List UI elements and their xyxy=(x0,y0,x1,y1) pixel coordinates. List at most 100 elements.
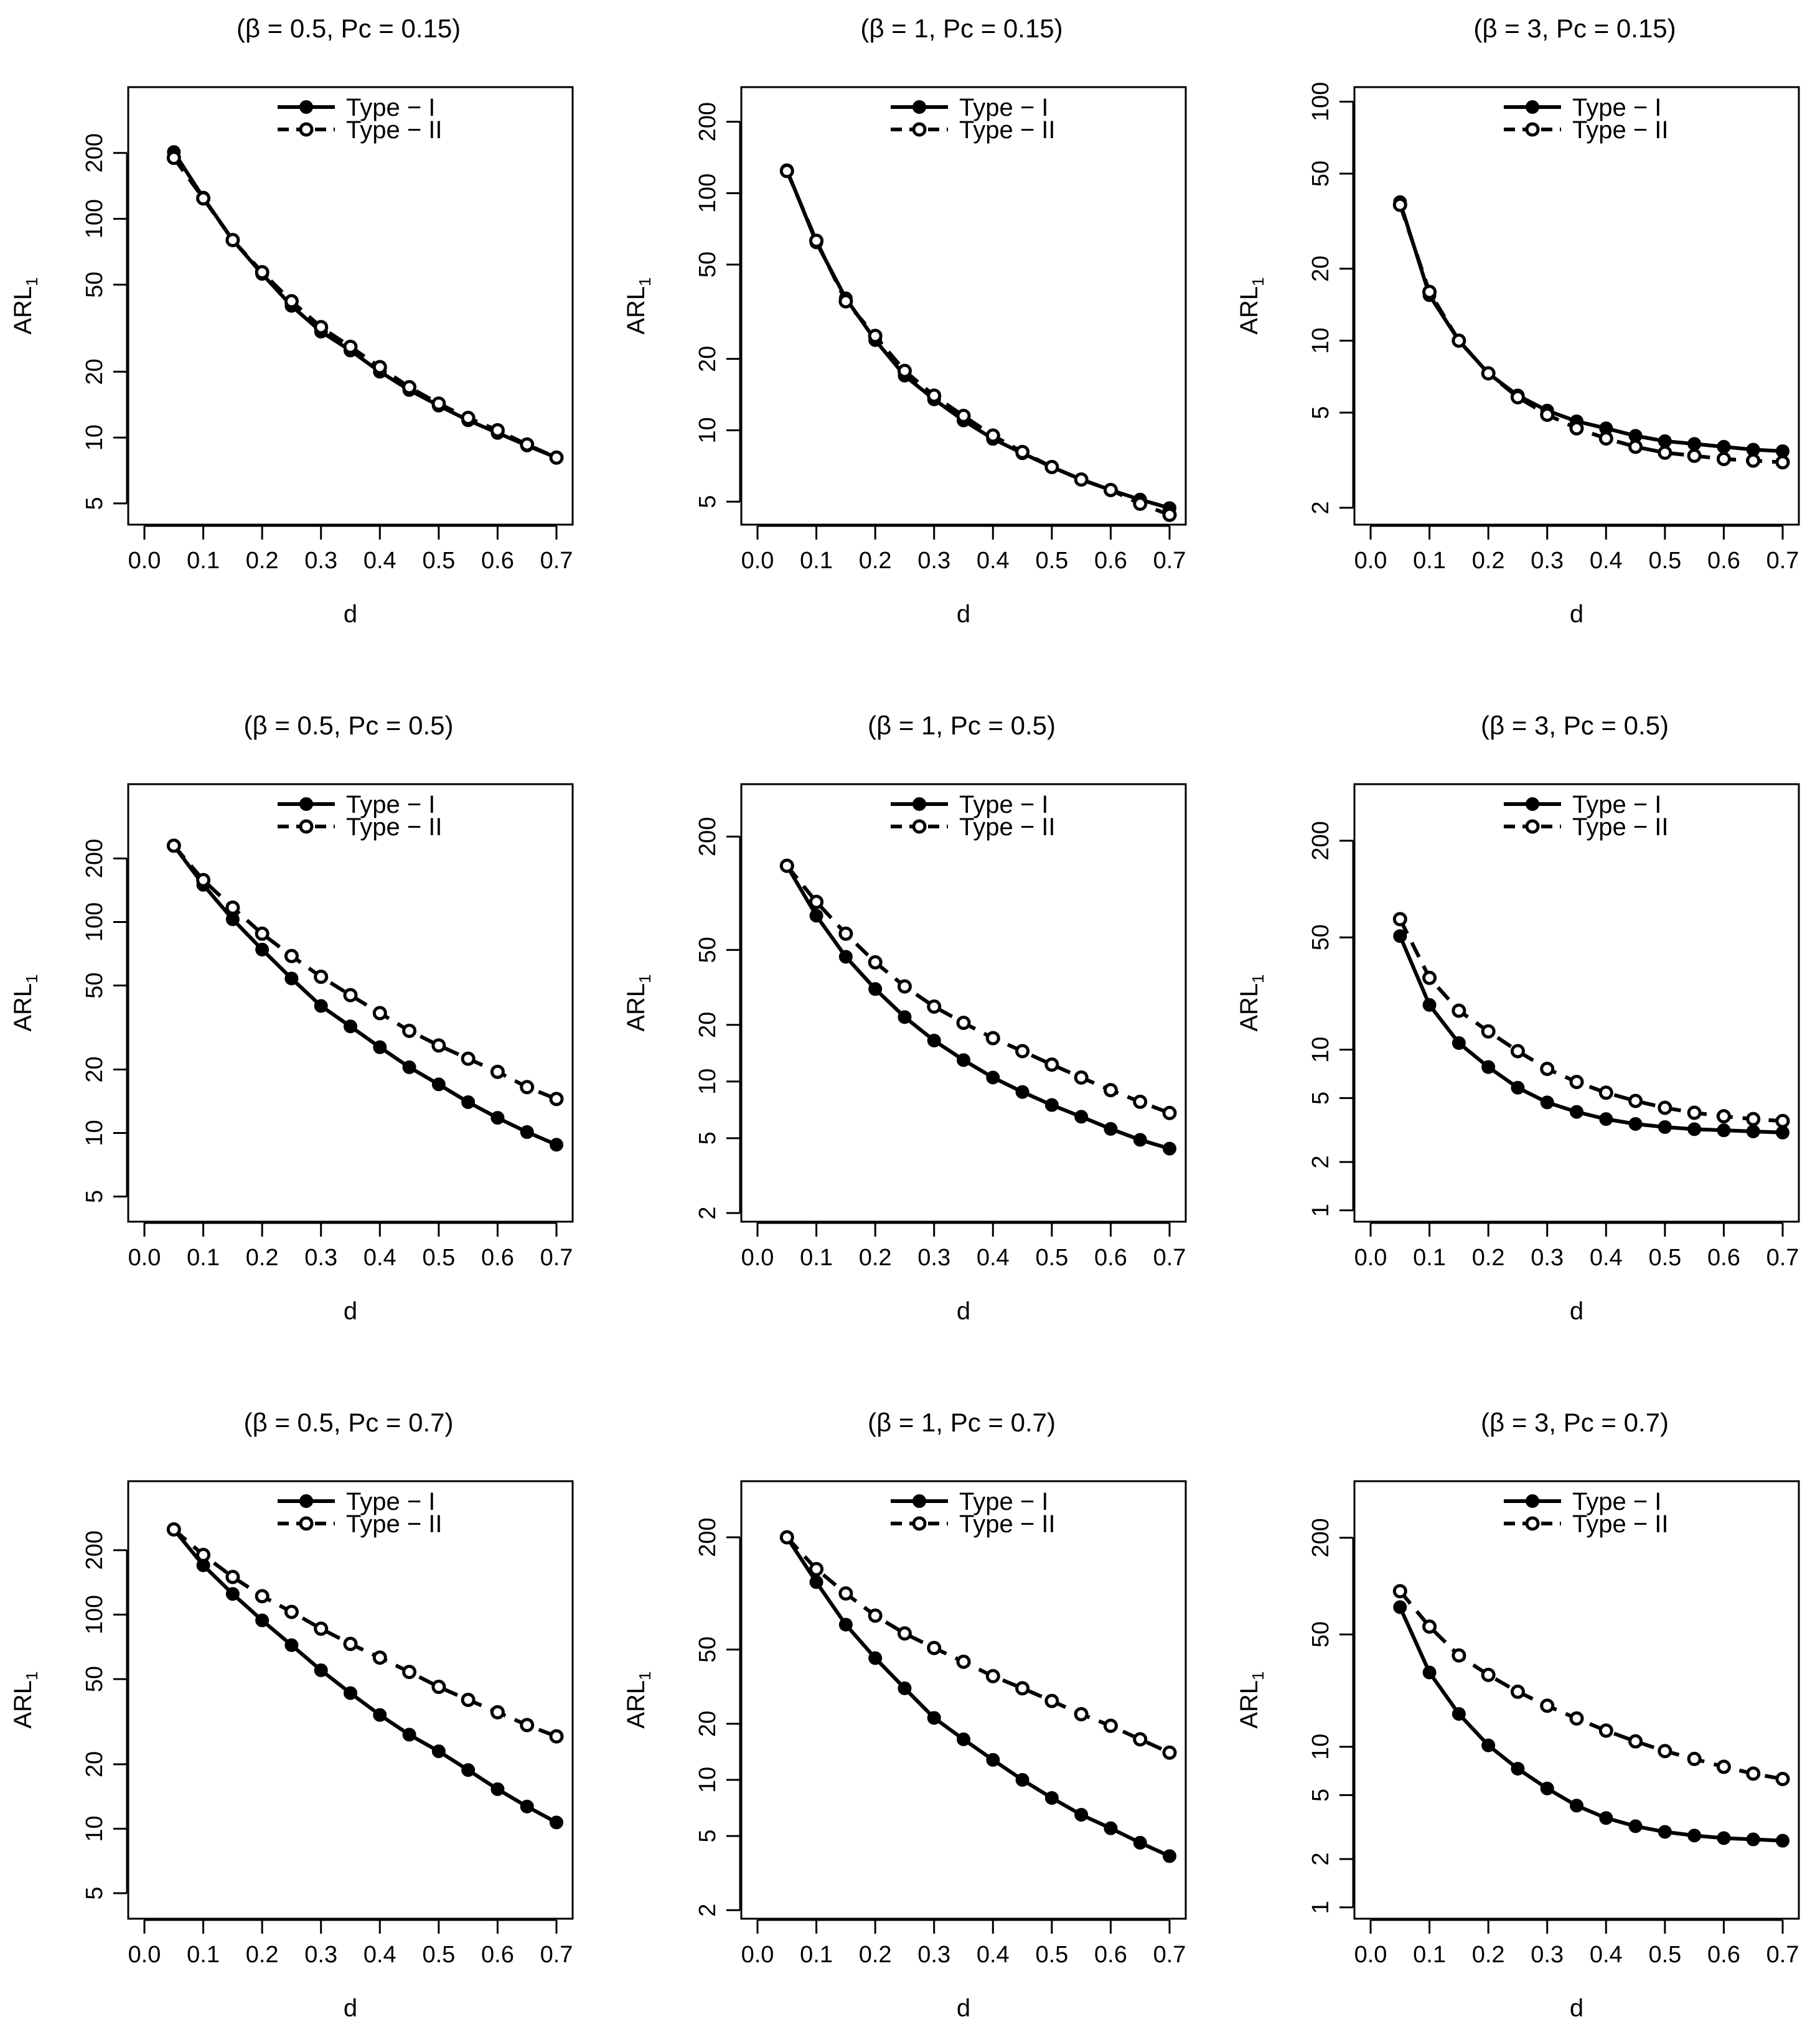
data-point xyxy=(1074,1110,1089,1124)
data-point xyxy=(1746,1124,1760,1138)
data-point xyxy=(1162,1745,1177,1760)
x-tick-label: 0.0 xyxy=(1354,1245,1387,1271)
legend-label: Type − I xyxy=(1572,94,1661,121)
data-point xyxy=(1569,1711,1584,1726)
data-point xyxy=(1510,1684,1525,1699)
series-line-type-i xyxy=(1398,935,1783,1135)
legend-label: Type − II xyxy=(1572,813,1669,841)
data-point xyxy=(373,1040,387,1054)
chart-title: (β = 3, Pc = 0.15) xyxy=(1473,14,1676,43)
data-point xyxy=(1716,451,1731,466)
data-point xyxy=(1133,496,1148,511)
y-tick-label: 50 xyxy=(695,251,721,278)
data-point xyxy=(461,1692,476,1707)
data-point xyxy=(809,894,824,909)
legend-label: Type − II xyxy=(1572,1510,1669,1538)
data-point xyxy=(314,999,328,1013)
x-axis-label: d xyxy=(957,1995,970,2022)
series-line-type-i xyxy=(785,169,1170,510)
data-point xyxy=(372,1650,387,1665)
y-axis-label-subscript: 1 xyxy=(636,974,654,983)
y-tick-label: 5 xyxy=(82,1886,108,1899)
x-tick-label: 0.3 xyxy=(304,1942,337,1968)
data-point xyxy=(1393,1600,1407,1614)
x-tick-label: 0.7 xyxy=(540,1245,573,1271)
y-tick-label: 200 xyxy=(82,1530,108,1570)
data-point xyxy=(1104,1821,1118,1835)
data-point xyxy=(255,942,270,957)
data-point xyxy=(779,1530,794,1545)
plot-frame xyxy=(740,1480,1187,1920)
data-point xyxy=(1044,1057,1059,1072)
data-point xyxy=(868,955,883,970)
data-point xyxy=(1074,1706,1089,1721)
x-tick-label: 0.3 xyxy=(304,1245,337,1271)
x-tick-label: 0.6 xyxy=(1707,1942,1740,1968)
legend-label: Type − II xyxy=(959,813,1056,841)
data-point xyxy=(986,1070,1000,1085)
legend-label: Type − I xyxy=(346,94,435,121)
data-point xyxy=(1599,1811,1613,1825)
data-point xyxy=(1540,1781,1554,1795)
data-point xyxy=(284,1604,299,1619)
y-tick-label: 200 xyxy=(82,839,108,878)
y-tick-label: 2 xyxy=(1308,501,1334,514)
data-point xyxy=(957,1732,970,1746)
data-point xyxy=(779,164,794,179)
x-tick-label: 0.0 xyxy=(128,548,161,574)
legend-label: Type − I xyxy=(1572,791,1661,818)
data-point xyxy=(1569,421,1584,436)
y-tick-label: 2 xyxy=(1308,1156,1334,1169)
data-point xyxy=(1074,1807,1089,1822)
x-tick-label: 0.2 xyxy=(246,548,279,574)
x-axis-label: d xyxy=(344,1298,357,1325)
y-axis-label-main: ARL xyxy=(9,1680,37,1729)
data-point xyxy=(838,1586,853,1601)
data-point xyxy=(284,948,299,963)
series-line-type-ii xyxy=(172,844,558,1101)
y-axis-label: ARL1 xyxy=(1236,974,1267,1031)
data-point xyxy=(284,294,299,309)
x-tick-label: 0.4 xyxy=(977,548,1010,574)
data-point xyxy=(1511,1761,1525,1776)
legend-marker xyxy=(299,122,314,137)
x-tick-label: 0.2 xyxy=(859,1942,892,1968)
x-tick-label: 0.5 xyxy=(1035,1245,1068,1271)
data-point xyxy=(490,1064,505,1079)
y-tick-label: 5 xyxy=(1308,1092,1334,1105)
data-point xyxy=(255,1613,270,1627)
data-point xyxy=(1687,1751,1702,1766)
y-tick-label: 100 xyxy=(82,199,108,238)
data-point xyxy=(1481,1738,1496,1753)
legend-marker xyxy=(299,100,313,114)
y-tick-label: 2 xyxy=(1308,1853,1334,1866)
y-tick-label: 10 xyxy=(82,1815,108,1842)
legend-label: Type − II xyxy=(346,1510,443,1538)
data-point xyxy=(314,320,329,335)
x-tick-label: 0.0 xyxy=(741,548,774,574)
y-axis-label: ARL1 xyxy=(622,1671,654,1728)
data-point xyxy=(1422,998,1437,1012)
x-tick-label: 0.4 xyxy=(364,548,396,574)
y-tick-label: 2 xyxy=(695,1904,721,1917)
data-point xyxy=(1133,1732,1148,1747)
y-axis-label-main: ARL xyxy=(1236,983,1263,1032)
x-tick-label: 0.1 xyxy=(187,1245,220,1271)
y-tick-label: 20 xyxy=(82,1751,108,1777)
x-tick-label: 0.7 xyxy=(1153,1942,1186,1968)
x-tick-label: 0.1 xyxy=(1413,548,1446,574)
x-tick-label: 0.5 xyxy=(422,1942,455,1968)
data-point xyxy=(431,1679,446,1694)
data-point xyxy=(431,1744,446,1758)
data-point xyxy=(520,1125,534,1140)
data-point xyxy=(255,926,270,941)
y-tick-label: 50 xyxy=(82,972,108,998)
y-axis-label-subscript: 1 xyxy=(1249,1671,1267,1680)
data-point xyxy=(1687,1105,1702,1120)
series-line-type-i xyxy=(785,864,1170,1151)
x-tick-label: 0.3 xyxy=(917,1245,950,1271)
data-point xyxy=(549,450,564,465)
data-point xyxy=(1540,1095,1554,1110)
data-point xyxy=(1452,333,1466,348)
legend-marker xyxy=(1525,1516,1540,1531)
